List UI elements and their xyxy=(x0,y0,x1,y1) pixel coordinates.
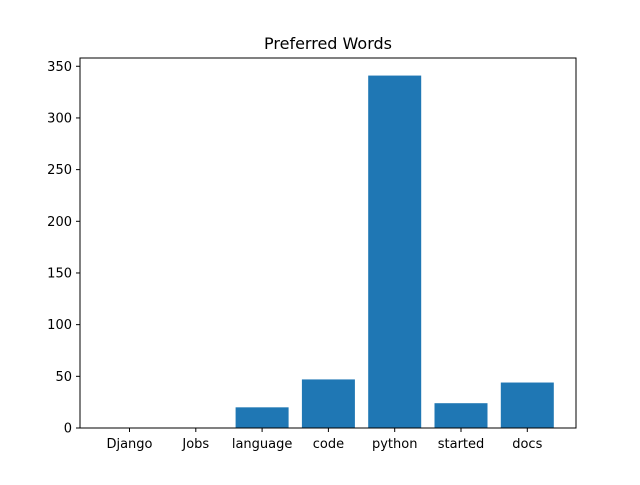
chart-title: Preferred Words xyxy=(264,34,392,53)
y-tick-label: 0 xyxy=(64,422,72,437)
bar-python xyxy=(368,75,422,428)
y-axis: 0 50 100 150 200 250 300 350 xyxy=(47,60,80,437)
x-tick-label: docs xyxy=(512,437,542,452)
y-tick-label: 150 xyxy=(47,266,72,281)
x-tick-label: Django xyxy=(106,437,152,452)
x-tick-label: started xyxy=(438,437,485,452)
y-tick-label: 100 xyxy=(47,318,72,333)
x-tick-label: code xyxy=(313,437,344,452)
x-tick-label: language xyxy=(232,437,293,452)
bar-docs xyxy=(500,382,554,428)
y-tick-label: 250 xyxy=(47,163,72,178)
bar-started xyxy=(434,403,488,428)
x-tick-label: Jobs xyxy=(181,437,209,452)
bar-code xyxy=(301,379,355,428)
x-tick-label: python xyxy=(372,437,417,452)
x-axis: Django Jobs language code python started docs xyxy=(106,428,543,452)
y-tick-label: 200 xyxy=(47,215,72,230)
bars-group xyxy=(235,75,554,428)
plot-frame xyxy=(79,57,577,429)
y-tick-label: 50 xyxy=(55,370,72,385)
y-tick-label: 350 xyxy=(47,60,72,75)
bar-language xyxy=(235,407,289,428)
y-tick-label: 300 xyxy=(47,111,72,126)
